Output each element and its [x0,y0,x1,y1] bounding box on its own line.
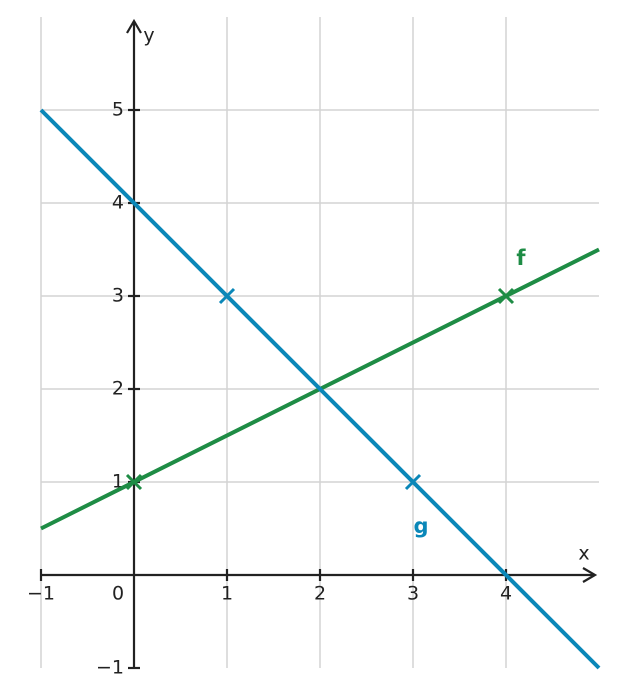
x-tick-label: −1 [27,583,55,605]
point-marker [404,473,422,491]
x-tick-label: 2 [314,583,326,605]
x-arrow [582,567,598,583]
y-axis-label: y [143,25,154,47]
series-label: g [413,514,428,538]
series-label: f [516,246,526,270]
y-arrow [126,18,142,34]
x-tick-label: 0 [112,583,124,605]
point-marker [125,473,143,491]
y-tick-label: 4 [112,192,124,214]
x-tick-label: 4 [500,583,512,605]
point-marker [218,287,236,305]
y-tick-label: 3 [112,285,124,307]
point-marker [497,287,515,305]
x-axis-label: x [578,543,589,565]
x-tick-label: 1 [221,583,233,605]
x-tick-label: 3 [407,583,419,605]
line [39,108,601,670]
y-tick-label: −1 [96,657,124,679]
y-tick-label: 2 [112,378,124,400]
y-tick-label: 5 [112,99,124,121]
